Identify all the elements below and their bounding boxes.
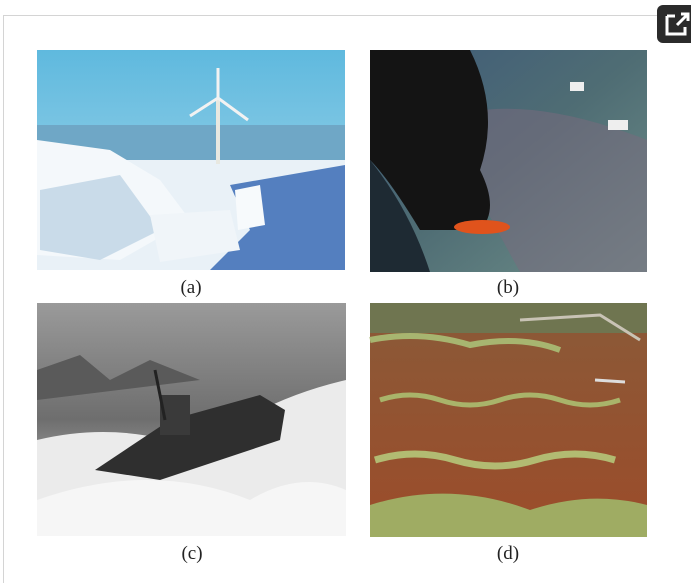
photo-shape — [370, 493, 647, 537]
photo-shape — [370, 160, 430, 272]
photo-c — [37, 303, 346, 536]
photo-shape — [150, 210, 240, 262]
photo-shape — [216, 98, 220, 164]
photo-shape — [594, 378, 626, 384]
photo-shape — [369, 333, 562, 353]
photo-b — [370, 50, 647, 272]
photo-d — [369, 303, 647, 537]
photo-a — [37, 50, 345, 270]
photo-shape — [37, 480, 346, 536]
photo-shape — [373, 450, 617, 470]
photo-shape — [570, 82, 584, 91]
photo-shape — [37, 355, 200, 400]
caption: (c) — [181, 543, 202, 564]
photo-shape — [235, 185, 265, 230]
photo-shape — [153, 369, 167, 421]
photo-shape — [189, 68, 249, 122]
photo-shape — [608, 120, 628, 130]
photo-shape — [379, 392, 621, 408]
photo-shape — [454, 220, 510, 234]
share-button[interactable] — [657, 5, 691, 43]
photo-shape — [440, 108, 647, 272]
photo-shape — [370, 303, 647, 333]
share-icon-bg[interactable] — [657, 5, 691, 43]
caption: (a) — [180, 277, 201, 298]
photo-shape — [95, 395, 285, 480]
share-icon[interactable] — [665, 14, 687, 36]
photo-shape — [40, 175, 160, 260]
share-icon-arrow[interactable] — [675, 12, 690, 27]
caption: (b) — [497, 277, 519, 298]
photo-shape — [519, 313, 641, 342]
caption: (d) — [497, 543, 519, 564]
photo-shape — [370, 50, 490, 230]
